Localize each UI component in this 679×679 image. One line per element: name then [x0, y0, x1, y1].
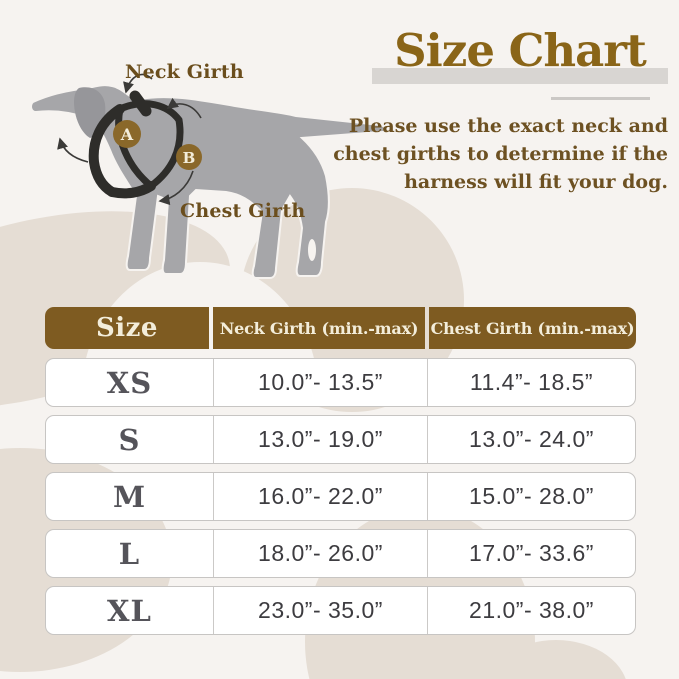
- neck-arrow-top: [123, 73, 153, 94]
- bg-blob-bottom-right: [486, 640, 626, 679]
- chest-cell: 11.4”- 18.5”: [427, 359, 635, 406]
- table-row-xl: XL 23.0”- 35.0” 21.0”- 38.0”: [45, 586, 636, 635]
- header-chest-girth: Chest Girth (min.-max): [429, 307, 636, 349]
- leg-highlight: [308, 239, 316, 261]
- size-cell: L: [118, 536, 141, 571]
- chest-arrow-bottom: [158, 170, 194, 206]
- measure-arrows: [57, 73, 202, 206]
- table-row-m: M 16.0”- 22.0” 15.0”- 28.0”: [45, 472, 636, 521]
- neck-cell: 10.0”- 13.5”: [213, 359, 427, 406]
- neck-cell: 23.0”- 35.0”: [213, 587, 427, 634]
- table-header-row: Size Neck Girth (min.-max) Chest Girth (…: [45, 307, 636, 349]
- table-row-s: S 13.0”- 19.0” 13.0”- 24.0”: [45, 415, 636, 464]
- table-body: XS 10.0”- 13.5” 11.4”- 18.5” S 13.0”- 19…: [45, 358, 636, 635]
- size-cell: XS: [106, 365, 153, 400]
- chest-cell: 13.0”- 24.0”: [427, 416, 635, 463]
- badge-b: B: [176, 144, 202, 170]
- intro-text: Please use the exact neck and chest girt…: [332, 112, 668, 196]
- neck-arrow-bottom: [57, 137, 89, 163]
- table-row-xs: XS 10.0”- 13.5” 11.4”- 18.5”: [45, 358, 636, 407]
- chest-cell: 17.0”- 33.6”: [427, 530, 635, 577]
- badge-a-letter: A: [120, 125, 134, 144]
- title-underline: [551, 97, 650, 100]
- badge-a: A: [113, 120, 141, 148]
- size-cell: M: [112, 479, 147, 514]
- intro-line-2: chest girths to determine if the: [333, 143, 668, 165]
- chest-arrow-top: [166, 97, 202, 119]
- size-table: Size Neck Girth (min.-max) Chest Girth (…: [45, 307, 636, 635]
- header-size: Size: [45, 307, 209, 349]
- size-cell: XL: [107, 593, 152, 628]
- page-title: Size Chart: [394, 24, 647, 77]
- header-neck-girth: Neck Girth (min.-max): [213, 307, 425, 349]
- chest-girth-label: Chest Girth: [180, 200, 306, 222]
- badge-b-letter: B: [183, 149, 196, 167]
- chest-cell: 21.0”- 38.0”: [427, 587, 635, 634]
- size-cell: S: [118, 422, 141, 457]
- intro-line-1: Please use the exact neck and: [348, 115, 668, 137]
- intro-line-3: harness will fit your dog.: [404, 171, 668, 193]
- table-row-l: L 18.0”- 26.0” 17.0”- 33.6”: [45, 529, 636, 578]
- title-accent-bar: [372, 68, 668, 84]
- neck-cell: 13.0”- 19.0”: [213, 416, 427, 463]
- neck-cell: 18.0”- 26.0”: [213, 530, 427, 577]
- neck-girth-label: Neck Girth: [125, 61, 244, 83]
- chest-cell: 15.0”- 28.0”: [427, 473, 635, 520]
- neck-cell: 16.0”- 22.0”: [213, 473, 427, 520]
- harness-straps: [88, 90, 184, 199]
